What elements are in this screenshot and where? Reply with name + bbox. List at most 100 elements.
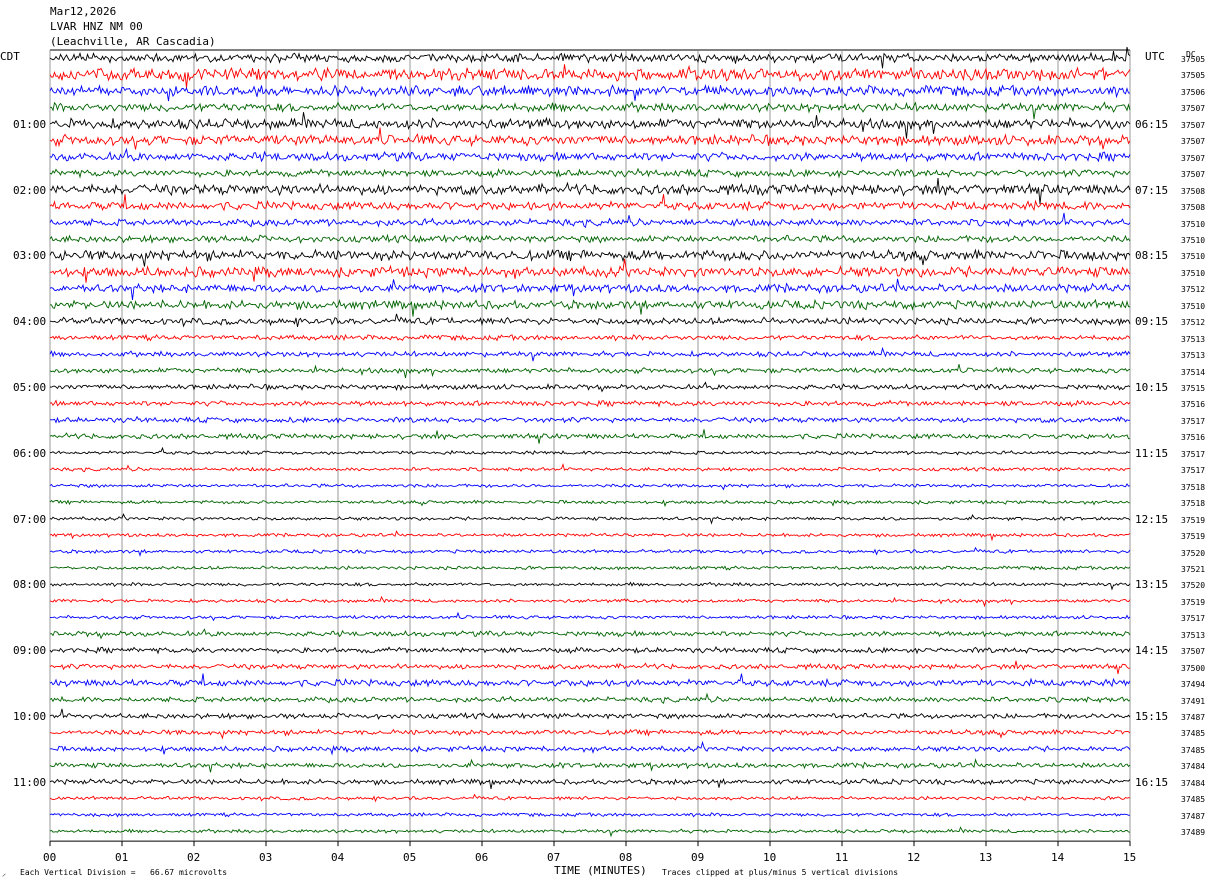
trace-row-21	[49, 399, 1131, 408]
dc-offset-label: 37518	[1181, 499, 1206, 509]
trace-row-4	[49, 112, 1131, 139]
dc-offset-label: 37510	[1181, 235, 1206, 245]
dc-offset-label: 37516	[1181, 433, 1206, 443]
dc-offset-label: 37487	[1181, 811, 1206, 821]
dc-offset-label: 37510	[1181, 219, 1206, 229]
trace-row-18	[49, 346, 1131, 362]
trace-row-46	[49, 812, 1131, 818]
dc-offset-label: 37512	[1181, 285, 1206, 295]
trace-row-20	[49, 381, 1131, 393]
x-tick-label: 10	[763, 851, 777, 864]
left-hour-label: 06:00	[13, 446, 47, 460]
x-tick-label: 07	[547, 851, 561, 864]
trace-row-24	[49, 446, 1131, 456]
x-tick-label: 03	[259, 851, 273, 864]
dc-offset-label: 37517	[1181, 416, 1206, 426]
dc-offset-label: 37513	[1181, 351, 1206, 361]
right-hour-label: 11:15	[1135, 446, 1169, 460]
right-hour-label: 15:15	[1135, 710, 1169, 723]
trace-row-43	[49, 758, 1131, 773]
trace-row-29	[49, 530, 1131, 542]
trace-row-44	[49, 777, 1131, 789]
dc-offset-label: 37510	[1181, 268, 1206, 278]
trace-row-30	[49, 546, 1131, 557]
footnote-scale: Each Vertical Division = 66.67 microvolt…	[20, 868, 228, 877]
dc-offset-label: 37484	[1181, 778, 1206, 788]
dc-offset-label: 37507	[1181, 153, 1206, 163]
dc-offset-label: 37518	[1181, 482, 1206, 492]
trace-row-3	[50, 101, 1131, 120]
trace-row-34	[49, 611, 1131, 622]
trace-row-9	[49, 194, 1131, 212]
right-hour-label: 12:15	[1135, 512, 1169, 526]
left-hour-label: 05:00	[13, 381, 47, 394]
trace-row-42	[49, 740, 1131, 756]
trace-row-13	[49, 258, 1131, 283]
right-hour-label: 06:15	[1135, 117, 1169, 131]
x-tick-label: 08	[619, 851, 633, 864]
trace-row-16	[49, 313, 1131, 328]
right-hour-label: 09:15	[1135, 315, 1169, 329]
right-hour-label: 07:15	[1135, 183, 1169, 197]
left-hour-label: 03:00	[13, 249, 47, 263]
dc-offset-label: 37487	[1181, 713, 1206, 722]
trace-row-1	[49, 64, 1131, 88]
trace-row-38	[49, 673, 1131, 688]
dc-offset-label: 37513	[1181, 630, 1206, 640]
dc-offset-label: 37520	[1181, 581, 1206, 591]
dc-offset-label: 37519	[1181, 532, 1206, 542]
trace-row-17	[49, 333, 1131, 342]
left-hour-label: 04:00	[13, 315, 47, 329]
x-tick-label: 00	[43, 851, 57, 864]
trace-row-35	[49, 628, 1131, 640]
left-hour-label: 07:00	[13, 512, 47, 526]
dc-offset-label: 37516	[1181, 400, 1206, 410]
dc-offset-label: 37521	[1181, 564, 1206, 574]
left-hour-label: 08:00	[13, 578, 47, 592]
x-tick-label: 01	[115, 851, 129, 864]
dc-offset-label: 37510	[1181, 301, 1206, 311]
x-tick-label: 09	[691, 851, 705, 864]
dc-offset-label: 37513	[1181, 334, 1206, 344]
x-tick-label: 05	[403, 851, 417, 864]
trace-row-31	[49, 565, 1131, 571]
trace-row-2	[49, 84, 1131, 102]
trace-row-0	[49, 46, 1131, 69]
left-hour-label: 01:00	[13, 117, 47, 131]
right-hour-label: 16:15	[1135, 775, 1169, 789]
dc-offset-label: 37508	[1181, 186, 1206, 196]
dc-offset-label: 37520	[1181, 548, 1206, 558]
trace-row-25	[49, 463, 1131, 473]
right-hour-label: 10:15	[1135, 381, 1169, 394]
left-hour-label: 02:00	[13, 183, 47, 197]
x-tick-label: 14	[1051, 851, 1065, 864]
trace-row-6	[49, 147, 1131, 163]
dc-offset-label: 37507	[1181, 104, 1206, 114]
x-tick-label: 11	[835, 851, 849, 864]
x-tick-label: 02	[187, 851, 201, 864]
trace-row-12	[49, 248, 1131, 267]
right-axis-title: UTC	[1145, 50, 1165, 63]
time-gridlines	[49, 49, 1131, 842]
dc-offset-label: 37505	[1181, 71, 1206, 81]
left-axis-title: CDT	[0, 50, 20, 63]
header-location: (Leachville, AR Cascadia)	[50, 35, 216, 48]
dc-offset-label: 37517	[1181, 614, 1206, 624]
trace-row-14	[49, 278, 1131, 300]
dc-offset-label: 37491	[1181, 696, 1206, 706]
trace-row-19	[49, 364, 1131, 378]
trace-row-28	[49, 513, 1131, 525]
dc-title: DC	[1186, 50, 1196, 59]
trace-row-33	[49, 595, 1131, 608]
trace-row-47	[49, 826, 1131, 838]
dc-offset-label: 37485	[1181, 729, 1206, 739]
trace-row-27	[49, 499, 1131, 508]
trace-row-22	[49, 415, 1131, 425]
dc-offset-label: 37484	[1181, 762, 1206, 772]
trace-row-39	[49, 692, 1131, 704]
dc-offset-label: 37505	[1181, 55, 1206, 64]
dc-offset-label: 37507	[1181, 170, 1206, 180]
dc-offset-label: 37517	[1181, 449, 1206, 459]
x-tick-label: 12	[907, 851, 921, 864]
trace-row-41	[49, 728, 1131, 740]
